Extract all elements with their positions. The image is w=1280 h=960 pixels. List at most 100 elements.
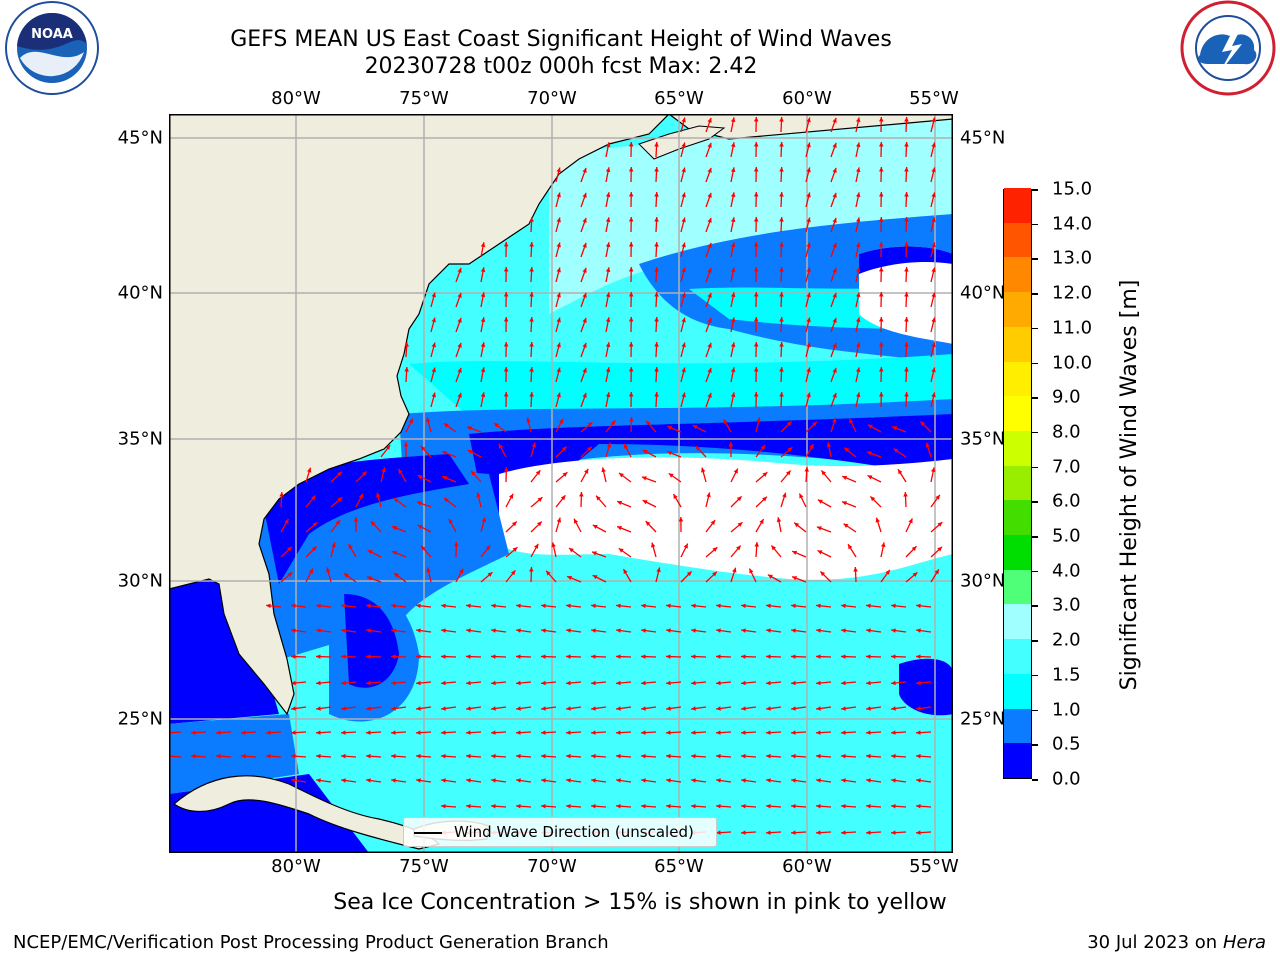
wind-wave-arrowhead — [266, 753, 271, 759]
wind-wave-arrowhead — [866, 778, 871, 783]
wind-wave-arrowhead — [753, 217, 759, 222]
wind-wave-arrowhead — [898, 469, 903, 475]
wind-wave-arrowhead — [866, 803, 871, 809]
footer-date: 30 Jul 2023 on Hera — [1087, 932, 1266, 953]
wind-wave-arrowhead — [931, 342, 936, 348]
wind-wave-arrowhead — [832, 317, 837, 323]
wind-wave-arrowhead — [403, 442, 409, 447]
wind-wave-arrowhead — [733, 468, 738, 474]
wind-wave-arrowhead — [443, 498, 449, 503]
wind-wave-arrowhead — [666, 603, 671, 609]
wind-wave-arrowhead — [404, 367, 409, 372]
wind-wave-arrowhead — [791, 730, 796, 735]
wind-wave-arrowhead — [749, 568, 754, 574]
wind-wave-arrowhead — [691, 680, 696, 686]
wind-wave-arrowhead — [529, 567, 534, 572]
wind-wave-arrowhead — [628, 367, 634, 372]
wind-wave-arrowhead — [855, 217, 861, 223]
wind-wave-arrowhead — [616, 753, 621, 759]
wind-wave-arrowhead — [841, 680, 846, 686]
wind-wave-arrowhead — [691, 628, 696, 633]
wind-wave-arrowhead — [931, 192, 936, 198]
wind-wave-arrowhead — [366, 576, 372, 581]
wind-wave-arrowhead — [736, 545, 741, 551]
wind-wave-arrowhead — [541, 680, 546, 686]
wind-wave-arrowhead — [707, 167, 712, 173]
wind-wave-arrowhead — [817, 550, 823, 555]
wind-wave-arrowhead — [753, 317, 759, 322]
wind-wave-arrowhead — [348, 543, 353, 549]
wind-wave-arrowhead — [498, 443, 504, 449]
wind-wave-arrowhead — [441, 680, 446, 686]
wind-wave-arrowhead — [691, 654, 696, 659]
wind-wave-arrowhead — [892, 426, 897, 431]
lat-label-right: 45°N — [960, 127, 1006, 149]
wind-wave-arrowhead — [376, 492, 381, 498]
wind-wave-arrowhead — [855, 242, 861, 248]
wind-wave-arrowhead — [341, 680, 346, 686]
wind-wave-arrowhead — [503, 467, 509, 472]
wind-wave-arrowhead — [491, 706, 496, 711]
wind-wave-arrowhead — [741, 753, 746, 759]
wind-wave-arrowhead — [654, 217, 659, 222]
wind-wave-arrowhead — [535, 470, 541, 476]
wind-wave-arrowhead — [904, 292, 909, 297]
wind-wave-arrowhead — [366, 778, 371, 783]
wind-wave-arrowhead — [605, 317, 611, 323]
lon-label-bottom: 80°W — [271, 856, 321, 877]
colorbar-tick-label: 1.5 — [1052, 664, 1081, 686]
wind-wave-arrowhead — [816, 654, 821, 659]
wind-wave-arrowhead — [842, 475, 848, 481]
wind-wave-arrowhead — [771, 545, 777, 551]
colorbar-segment — [1004, 673, 1031, 709]
wind-wave-arrowhead — [753, 392, 759, 397]
wind-wave-arrowhead — [646, 420, 651, 426]
wind-wave-arrowhead — [591, 730, 596, 735]
wind-wave-arrowhead — [417, 525, 423, 530]
wind-wave-arrowhead — [441, 603, 446, 609]
wind-wave-arrowhead — [566, 603, 571, 609]
wind-wave-arrowhead — [691, 753, 696, 759]
wind-wave-arrowhead — [566, 778, 571, 783]
wind-wave-arrowhead — [618, 548, 624, 553]
lat-label-left: 30°N — [117, 570, 163, 592]
wind-wave-arrowhead — [560, 495, 566, 501]
colorbar-tick — [1032, 744, 1038, 746]
wind-wave-arrowhead — [866, 680, 871, 686]
wind-wave-arrowhead — [730, 317, 736, 323]
wind-wave-arrowhead — [587, 422, 593, 427]
wind-wave-arrowhead — [467, 450, 473, 455]
wind-wave-arrowhead — [678, 517, 684, 522]
wind-wave-arrowhead — [730, 267, 736, 273]
wind-wave-arrowhead — [556, 367, 561, 373]
wind-wave-arrowhead — [511, 521, 517, 527]
wind-wave-arrowhead — [480, 242, 486, 248]
wind-wave-arrowhead — [191, 753, 196, 759]
wind-wave-arrowhead — [741, 778, 746, 783]
wind-wave-arrowhead — [326, 567, 331, 573]
wind-wave-arrowhead — [431, 317, 436, 323]
wind-wave-arrowhead — [503, 317, 509, 322]
wind-wave-arrowhead — [341, 778, 346, 783]
wind-wave-arrowhead — [878, 242, 884, 247]
wind-wave-arrowhead — [391, 753, 396, 759]
wind-wave-arrowhead — [426, 417, 431, 423]
wind-wave-arrowhead — [681, 142, 686, 148]
wind-wave-arrowhead — [666, 730, 671, 735]
wind-wave-arrowhead — [291, 778, 296, 783]
wind-wave-arrowhead — [904, 267, 909, 272]
wind-wave-arrowhead — [582, 292, 587, 298]
wind-wave-arrowhead — [624, 443, 629, 449]
wind-wave-arrowhead — [891, 830, 896, 835]
wind-wave-arrowhead — [287, 546, 292, 552]
wind-wave-arrowhead — [610, 420, 616, 426]
colorbar-tick — [1032, 536, 1038, 538]
wind-wave-arrowhead — [645, 521, 651, 526]
nws-logo — [1178, 0, 1278, 104]
wind-wave-arrowhead — [891, 753, 896, 759]
colorbar-tick — [1032, 779, 1038, 781]
wind-wave-arrowhead — [191, 730, 196, 735]
wind-wave-arrowhead — [716, 680, 721, 686]
wind-wave-arrowhead — [617, 500, 623, 506]
wind-wave-arrowhead — [812, 421, 817, 427]
